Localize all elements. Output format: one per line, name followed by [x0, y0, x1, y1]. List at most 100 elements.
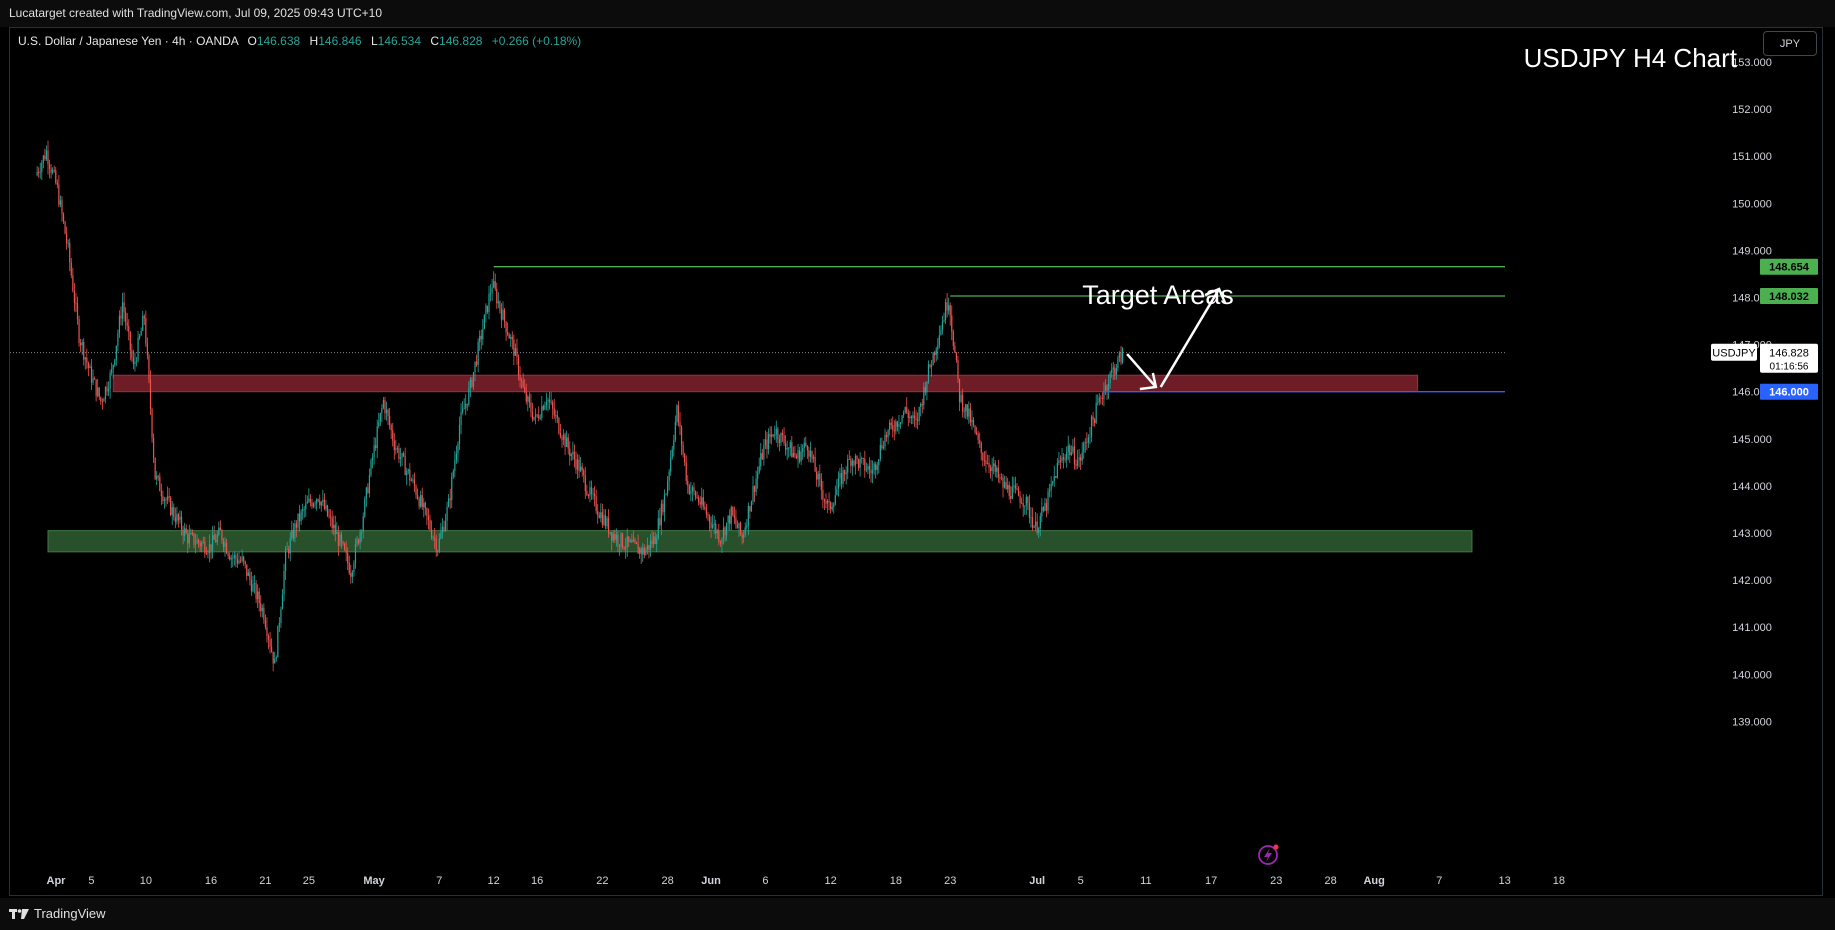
candle-body	[260, 603, 262, 612]
candle-body	[196, 539, 198, 544]
candle-body	[336, 532, 338, 535]
candle-body	[569, 448, 571, 456]
candle-body	[415, 486, 417, 495]
x-tick-label: 28	[1325, 875, 1337, 887]
candle-body	[199, 543, 201, 547]
candle-body	[361, 531, 363, 533]
candle-body	[42, 155, 44, 164]
candle-body	[628, 536, 630, 542]
candle-body	[618, 544, 621, 547]
candle-body	[572, 451, 574, 454]
candle-body	[977, 434, 979, 440]
candle-body	[660, 503, 662, 526]
candle-body	[83, 342, 85, 360]
candle-body	[66, 233, 68, 244]
candle-body	[1031, 517, 1034, 528]
candle-body	[365, 487, 367, 499]
candle-body	[208, 544, 211, 554]
candle-body	[48, 164, 51, 169]
candle-body	[177, 514, 180, 521]
candle-body	[1030, 517, 1032, 519]
candle-body	[789, 442, 791, 448]
candle-body	[396, 448, 398, 450]
candle-body	[982, 452, 984, 461]
chart-title: USDJPY H4 Chart	[1524, 43, 1738, 73]
candle-body	[705, 509, 708, 515]
candle-body	[892, 425, 894, 431]
candle-body	[392, 430, 394, 441]
candle-body	[190, 533, 192, 535]
candle-body	[1109, 373, 1111, 384]
candle-body	[724, 527, 726, 536]
candle-body	[489, 293, 492, 295]
candle-body	[556, 415, 558, 418]
candle-body	[225, 542, 228, 554]
candle-body	[755, 478, 757, 493]
candle-body	[830, 502, 832, 510]
candle-body	[269, 639, 271, 647]
level-badge-bg	[1760, 258, 1818, 275]
candle-body	[97, 387, 99, 396]
candle-body	[80, 343, 82, 346]
candle-body	[420, 495, 422, 507]
candle-body	[443, 526, 445, 531]
candle-body	[648, 545, 650, 550]
candle-body	[229, 555, 231, 560]
candle-body	[859, 458, 861, 468]
candle-body	[1062, 457, 1065, 460]
candle-body	[989, 467, 992, 472]
candle-body	[771, 434, 773, 437]
candle-body	[621, 533, 624, 548]
candle-body	[274, 658, 276, 664]
candle-body	[404, 455, 406, 476]
candle-body	[632, 539, 635, 543]
candle-body	[996, 467, 998, 472]
candle-body	[837, 478, 840, 489]
candle-body	[626, 536, 628, 548]
candle-body	[219, 527, 221, 531]
candle-body	[131, 350, 133, 358]
candle-body	[499, 301, 501, 310]
candle-body	[735, 517, 737, 525]
candle-body	[921, 403, 923, 406]
candle-body	[680, 426, 683, 446]
candle-body	[337, 532, 339, 546]
candle-body	[486, 305, 489, 313]
candle-body	[598, 515, 600, 518]
candle-body	[382, 399, 385, 408]
candle-body	[368, 475, 371, 494]
candle-body	[657, 518, 659, 539]
chart-frame[interactable]	[9, 27, 1823, 896]
candle-body	[1067, 445, 1069, 452]
candle-body	[227, 553, 229, 556]
candle-body	[320, 501, 322, 506]
candle-body	[373, 445, 375, 458]
candle-body	[600, 512, 602, 518]
candle-body	[833, 504, 835, 507]
tradingview-logo[interactable]: TradingView	[9, 898, 106, 930]
candle-body	[441, 526, 444, 533]
candle-body	[788, 447, 790, 449]
candle-body	[722, 527, 725, 539]
candle-body	[739, 522, 742, 534]
candle-body	[951, 315, 953, 332]
candle-body	[1044, 503, 1046, 511]
candle-body	[261, 607, 263, 612]
currency-button[interactable]: JPY	[1763, 31, 1817, 56]
candle-body	[73, 291, 75, 303]
candle-body	[625, 547, 627, 549]
y-tick-label: 139.000	[1732, 716, 1772, 728]
candle-body	[253, 583, 256, 584]
candle-body	[429, 519, 431, 530]
candle-body	[527, 396, 529, 402]
candle-body	[1000, 477, 1003, 479]
candle-body	[159, 476, 161, 492]
candle-body	[941, 321, 944, 330]
candle-body	[367, 487, 369, 494]
candle-body	[561, 437, 563, 440]
candle-body	[55, 170, 57, 184]
lightning-icon[interactable]	[1258, 845, 1278, 865]
candle-body	[663, 494, 666, 513]
candle-body	[753, 486, 756, 493]
